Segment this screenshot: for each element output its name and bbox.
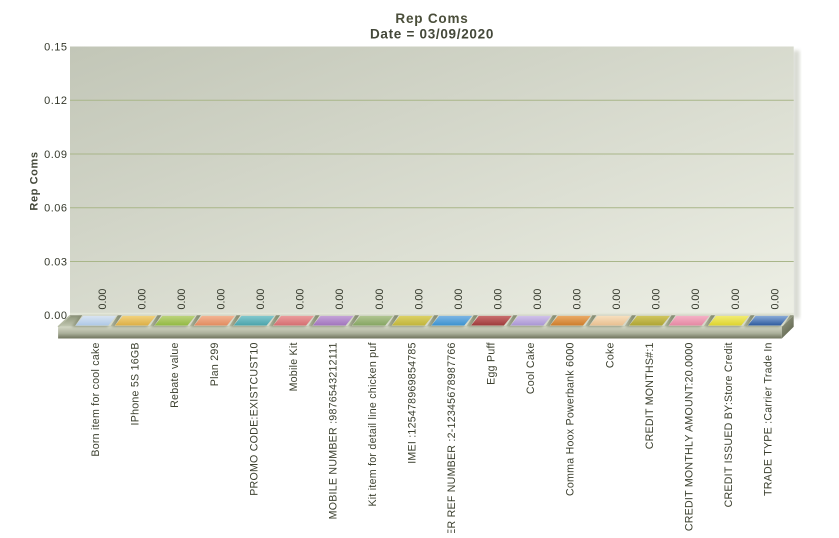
svg-text:Rep Coms: Rep Coms (395, 11, 468, 26)
svg-text:0.00: 0.00 (532, 289, 544, 310)
svg-text:0.00: 0.00 (413, 289, 425, 310)
svg-text:ER REF NUMBER :2-1234567898776: ER REF NUMBER :2-12345678987766 (446, 342, 458, 533)
svg-text:0.00: 0.00 (295, 289, 307, 310)
svg-text:0.00: 0.00 (651, 289, 663, 310)
svg-text:Kit item for detail line chick: Kit item for detail line chicken puf (367, 342, 379, 506)
svg-text:Egg Puff: Egg Puff (486, 342, 498, 385)
svg-text:0.09: 0.09 (44, 149, 67, 161)
svg-text:0.00: 0.00 (690, 289, 702, 310)
svg-text:0.00: 0.00 (255, 289, 267, 310)
svg-text:MOBILE NUMBER :9876543212111: MOBILE NUMBER :9876543212111 (327, 342, 339, 519)
svg-text:0.00: 0.00 (44, 310, 67, 322)
svg-text:TRADE TYPE :Carrier Trade In: TRADE TYPE :Carrier Trade In (763, 342, 775, 496)
svg-text:CREDIT MONTHS#:1: CREDIT MONTHS#:1 (644, 342, 656, 449)
svg-text:IMEI :125478969854785: IMEI :125478969854785 (407, 342, 419, 464)
svg-text:Rebate value: Rebate value (169, 342, 181, 408)
svg-text:0.00: 0.00 (611, 289, 623, 310)
svg-text:Plan 299: Plan 299 (209, 342, 221, 386)
svg-text:0.00: 0.00 (453, 289, 465, 310)
svg-text:0.00: 0.00 (730, 289, 742, 310)
svg-text:0.00: 0.00 (769, 289, 781, 310)
svg-text:CREDIT ISSUED BY:Store Credit: CREDIT ISSUED BY:Store Credit (723, 342, 735, 507)
svg-text:0.00: 0.00 (374, 289, 386, 310)
svg-text:0.12: 0.12 (44, 95, 67, 107)
svg-text:0.00: 0.00 (492, 289, 504, 310)
svg-text:Comma Hoox Powerbank 6000: Comma Hoox Powerbank 6000 (565, 342, 577, 496)
svg-text:0.03: 0.03 (44, 257, 67, 269)
svg-text:0.00: 0.00 (176, 289, 188, 310)
svg-text:PROMO CODE:EXISTCUST10: PROMO CODE:EXISTCUST10 (248, 342, 260, 495)
svg-text:CREDIT MONTHLY AMOUNT:20.0000: CREDIT MONTHLY AMOUNT:20.0000 (683, 342, 695, 531)
svg-text:0.00: 0.00 (572, 289, 584, 310)
svg-text:0.00: 0.00 (97, 289, 109, 310)
svg-text:0.06: 0.06 (44, 203, 67, 215)
svg-text:IPhone 5S 16GB: IPhone 5S 16GB (130, 342, 142, 425)
svg-text:0.00: 0.00 (334, 289, 346, 310)
svg-text:0.00: 0.00 (216, 289, 228, 310)
svg-text:Coke: Coke (604, 342, 616, 368)
svg-text:0.00: 0.00 (137, 289, 149, 310)
svg-text:Born item for cool cake: Born item for cool cake (90, 342, 102, 456)
svg-text:Mobile Kit: Mobile Kit (288, 342, 300, 391)
svg-text:0.15: 0.15 (44, 42, 67, 54)
svg-text:Date = 03/09/2020: Date = 03/09/2020 (370, 27, 494, 42)
svg-text:Rep Coms: Rep Coms (29, 151, 41, 210)
svg-text:Cool Cake: Cool Cake (525, 342, 537, 394)
